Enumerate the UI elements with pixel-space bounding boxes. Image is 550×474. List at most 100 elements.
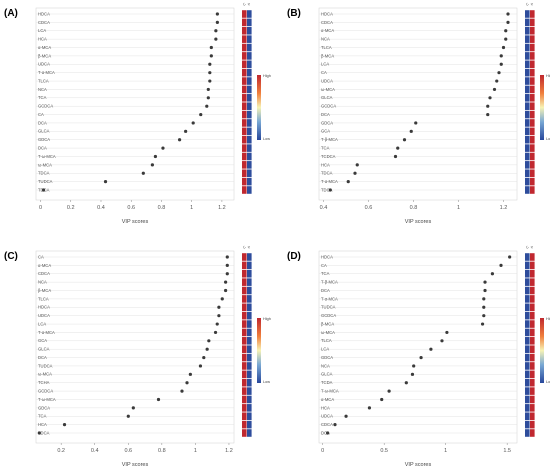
heat-cell [247, 395, 252, 404]
colorbar-low-label: Low [546, 137, 550, 141]
vip-point [217, 314, 221, 318]
heat-header: C [242, 2, 247, 7]
category-label: TDCA [38, 430, 50, 435]
panel-3: (D) C P HDCA CA TCA T-β-MCA DCA T-α-MCA TUDCA GCDC… [287, 245, 550, 468]
heat-cell [530, 378, 535, 387]
category-label: TCA [38, 414, 47, 419]
heat-cell [525, 52, 530, 60]
category-label: GCA [321, 129, 330, 134]
vip-point [131, 406, 135, 410]
heat-cell [247, 60, 252, 69]
vip-point [504, 29, 508, 33]
vip-point [499, 54, 503, 58]
category-label: GLCA [38, 347, 50, 352]
heat-cell [530, 35, 535, 43]
heat-cell [242, 94, 247, 102]
category-label: T-β-MCA [321, 280, 338, 285]
category-label: GLCA [321, 372, 333, 377]
category-label: T-α-MCA [38, 70, 55, 75]
vip-point [483, 288, 487, 293]
category-label: α-MCA [38, 263, 51, 268]
heat-cell [525, 85, 530, 94]
heat-cell [525, 345, 530, 353]
x-tick-label: 0 [321, 448, 324, 454]
panel-label: (B) [287, 8, 301, 19]
heat-cell [530, 261, 535, 270]
category-label: TCDA [321, 380, 333, 385]
x-tick-label: 0.4 [91, 448, 99, 454]
vip-point [355, 163, 359, 167]
heat-cell [247, 362, 252, 370]
heat-cell [525, 370, 530, 379]
category-label: DCA [321, 288, 330, 293]
category-label: LCA [321, 62, 329, 67]
heat-cell [525, 152, 530, 161]
category-label: ω-MCA [321, 87, 335, 92]
heat-cell [242, 102, 247, 110]
category-label: NCA [38, 280, 47, 285]
vip-point [328, 188, 332, 192]
heat-header: P [247, 2, 252, 7]
heat-cell [530, 77, 535, 85]
heat-cell [525, 303, 530, 312]
category-label: TDCA [321, 171, 333, 176]
vip-point [177, 138, 182, 142]
category-label: TUDCA [38, 363, 53, 368]
heat-cell [242, 161, 247, 169]
heat-cell [247, 102, 252, 110]
vip-point [188, 372, 192, 376]
vip-point [62, 423, 67, 427]
heat-cell [525, 295, 530, 303]
heat-cell [525, 412, 530, 421]
heat-cell [530, 387, 535, 395]
heat-cell [242, 52, 247, 60]
heat-cell [247, 94, 252, 102]
category-label: TCDCA [321, 154, 336, 159]
heat-cell [247, 169, 252, 178]
heat-cell [247, 135, 252, 144]
heat-cell [242, 144, 247, 152]
vip-point [508, 255, 512, 259]
heat-cell [530, 278, 535, 286]
category-label: GDCA [38, 137, 50, 142]
heat-header: P [530, 2, 535, 7]
heat-cell [247, 177, 252, 186]
vip-point [409, 129, 413, 133]
vip-point [206, 96, 210, 100]
vip-point [499, 62, 503, 66]
heat-cell [242, 311, 247, 320]
category-label: CA [38, 254, 44, 259]
category-label: TCA [321, 271, 330, 276]
heat-header: P [530, 245, 535, 250]
vip-point [224, 280, 228, 284]
category-label: T-β-MCA [321, 137, 338, 142]
category-label: TCA [321, 145, 330, 150]
category-label: T-α-MCA [321, 179, 338, 184]
category-label: DCA [38, 145, 47, 150]
heat-cell [530, 52, 535, 60]
vip-point [367, 406, 372, 410]
heat-cell [525, 60, 530, 69]
category-label: TLCA [38, 78, 49, 83]
heat-cell [525, 253, 530, 261]
heat-cell [247, 429, 252, 437]
heat-cell [530, 152, 535, 161]
heat-cell [530, 135, 535, 144]
heat-cell [247, 303, 252, 312]
heat-cell [525, 26, 530, 35]
category-label: CDCA [321, 20, 333, 25]
vip-point [429, 347, 433, 351]
vip-point [150, 163, 154, 167]
category-label: CDCA [321, 422, 333, 427]
heat-cell [242, 278, 247, 286]
heat-cell [247, 35, 252, 43]
vip-point [482, 314, 486, 318]
colorbar [540, 318, 544, 383]
vip-point [419, 355, 423, 360]
heat-cell [247, 320, 252, 328]
vip-point [483, 280, 487, 284]
vip-point [346, 180, 350, 184]
heat-cell [530, 337, 535, 345]
category-label: CA [321, 263, 327, 268]
heat-cell [242, 303, 247, 312]
